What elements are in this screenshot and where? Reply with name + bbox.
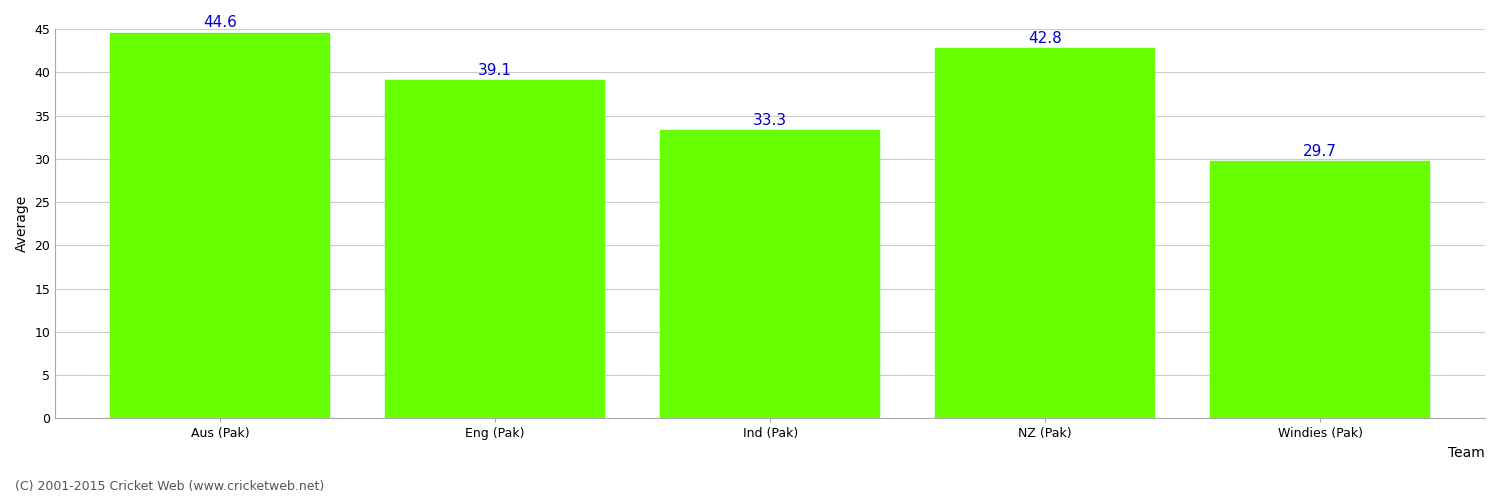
Bar (934, 48, 1155, 418)
Text: 42.8: 42.8 (1028, 30, 1062, 46)
X-axis label: Team: Team (1448, 446, 1485, 460)
Y-axis label: Average: Average (15, 195, 28, 252)
Text: 39.1: 39.1 (478, 62, 512, 78)
Bar (660, 130, 880, 418)
Bar (1210, 162, 1429, 418)
Text: 44.6: 44.6 (204, 15, 237, 30)
Bar (386, 80, 604, 418)
Text: 29.7: 29.7 (1304, 144, 1336, 159)
Bar (111, 32, 330, 418)
Text: (C) 2001-2015 Cricket Web (www.cricketweb.net): (C) 2001-2015 Cricket Web (www.cricketwe… (15, 480, 324, 493)
Text: 33.3: 33.3 (753, 113, 788, 128)
